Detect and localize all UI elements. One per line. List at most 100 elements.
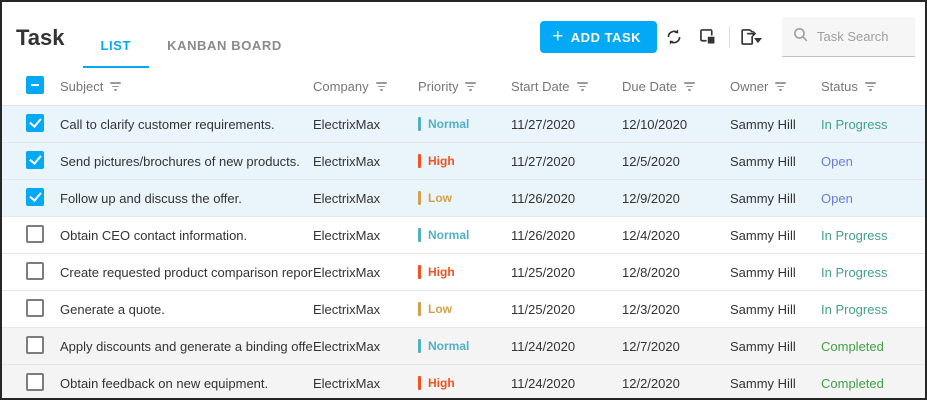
toolbar: Task LIST KANBAN BOARD + ADD TASK bbox=[2, 2, 925, 68]
table-row[interactable]: Obtain CEO contact information. Electrix… bbox=[2, 217, 925, 254]
cell-priority: Normal bbox=[418, 228, 511, 242]
refresh-button[interactable] bbox=[657, 20, 691, 54]
cell-owner: Sammy Hill bbox=[730, 227, 796, 243]
row-checkbox[interactable] bbox=[26, 335, 44, 354]
cell-start-date: 11/26/2020 bbox=[511, 190, 576, 206]
column-header-due-date[interactable]: Due Date bbox=[622, 79, 730, 94]
filter-icon[interactable] bbox=[864, 82, 876, 91]
column-header-company[interactable]: Company bbox=[313, 79, 418, 94]
column-header-start-date[interactable]: Start Date bbox=[511, 79, 622, 94]
cell-subject: Send pictures/brochures of new products. bbox=[60, 153, 300, 169]
column-chooser-button[interactable] bbox=[691, 20, 725, 54]
cell-subject: Follow up and discuss the offer. bbox=[60, 190, 242, 206]
cell-status: In Progress bbox=[821, 264, 888, 280]
row-checkbox[interactable] bbox=[26, 261, 44, 280]
cell-priority: Normal bbox=[418, 117, 511, 131]
row-checkbox-cell bbox=[16, 298, 60, 320]
row-checkbox-cell bbox=[16, 335, 60, 357]
cell-status: In Progress bbox=[821, 301, 888, 317]
table-body: Call to clarify customer requirements. E… bbox=[2, 106, 925, 398]
cell-subject: Obtain CEO contact information. bbox=[60, 227, 248, 243]
export-button[interactable] bbox=[734, 20, 768, 54]
row-checkbox[interactable] bbox=[26, 113, 44, 132]
priority-bar bbox=[418, 339, 421, 353]
row-checkbox[interactable] bbox=[26, 372, 44, 391]
plus-icon: + bbox=[552, 25, 564, 47]
cell-priority: Normal bbox=[418, 339, 511, 353]
cell-owner: Sammy Hill bbox=[730, 190, 796, 206]
column-header-subject[interactable]: Subject bbox=[60, 79, 313, 94]
row-checkbox-cell bbox=[16, 261, 60, 283]
table-row[interactable]: Create requested product comparison repo… bbox=[2, 254, 925, 291]
priority-label: High bbox=[428, 265, 455, 279]
cell-start-date: 11/24/2020 bbox=[511, 375, 576, 391]
row-checkbox[interactable] bbox=[26, 150, 44, 169]
row-checkbox-cell bbox=[16, 150, 60, 172]
tab-list[interactable]: LIST bbox=[82, 2, 150, 68]
column-header-status[interactable]: Status bbox=[821, 79, 925, 94]
priority-label: High bbox=[428, 376, 455, 390]
filter-icon[interactable] bbox=[375, 82, 387, 91]
select-all-cell bbox=[16, 76, 60, 97]
cell-subject: Call to clarify customer requirements. bbox=[60, 116, 275, 132]
cell-start-date: 11/25/2020 bbox=[511, 301, 576, 317]
table-row[interactable]: Apply discounts and generate a binding o… bbox=[2, 328, 925, 365]
search-icon bbox=[792, 26, 809, 48]
export-icon bbox=[738, 27, 758, 47]
filter-icon[interactable] bbox=[775, 82, 787, 91]
cell-start-date: 11/26/2020 bbox=[511, 227, 576, 243]
cell-due-date: 12/5/2020 bbox=[622, 153, 680, 169]
cell-owner: Sammy Hill bbox=[730, 338, 796, 354]
priority-label: Low bbox=[428, 191, 452, 205]
table-row[interactable]: Call to clarify customer requirements. E… bbox=[2, 106, 925, 143]
table-row[interactable]: Generate a quote. ElectrixMax Low 11/25/… bbox=[2, 291, 925, 328]
filter-icon[interactable] bbox=[465, 82, 477, 91]
page-title: Task bbox=[16, 25, 65, 50]
cell-start-date: 11/27/2020 bbox=[511, 153, 576, 169]
cell-company: ElectrixMax bbox=[313, 264, 381, 280]
caret-down-icon bbox=[754, 37, 762, 43]
column-label: Status bbox=[821, 79, 858, 94]
cell-due-date: 12/10/2020 bbox=[622, 116, 688, 132]
filter-icon[interactable] bbox=[683, 82, 695, 91]
refresh-icon bbox=[664, 27, 684, 47]
search-box[interactable] bbox=[782, 17, 915, 57]
cell-due-date: 12/9/2020 bbox=[622, 190, 680, 206]
cell-company: ElectrixMax bbox=[313, 301, 381, 317]
cell-owner: Sammy Hill bbox=[730, 264, 796, 280]
row-checkbox-cell bbox=[16, 372, 60, 394]
cell-company: ElectrixMax bbox=[313, 227, 381, 243]
tab-kanban-board[interactable]: KANBAN BOARD bbox=[167, 37, 282, 53]
priority-bar bbox=[418, 265, 421, 279]
row-checkbox-cell bbox=[16, 187, 60, 209]
priority-bar bbox=[418, 117, 421, 131]
cell-subject: Create requested product comparison repo… bbox=[60, 264, 313, 280]
column-header-owner[interactable]: Owner bbox=[730, 79, 821, 94]
priority-bar bbox=[418, 191, 421, 205]
column-header-priority[interactable]: Priority bbox=[418, 79, 511, 94]
row-checkbox[interactable] bbox=[26, 298, 44, 317]
priority-bar bbox=[418, 154, 421, 168]
priority-label: Normal bbox=[428, 339, 470, 353]
row-checkbox[interactable] bbox=[26, 224, 44, 243]
cell-priority: Low bbox=[418, 191, 511, 205]
filter-icon[interactable] bbox=[110, 82, 122, 91]
table-row[interactable]: Follow up and discuss the offer. Electri… bbox=[2, 180, 925, 217]
cell-company: ElectrixMax bbox=[313, 153, 381, 169]
cell-due-date: 12/4/2020 bbox=[622, 227, 680, 243]
cell-start-date: 11/27/2020 bbox=[511, 116, 576, 132]
table-row[interactable]: Obtain feedback on new equipment. Electr… bbox=[2, 365, 925, 398]
column-label: Owner bbox=[730, 79, 769, 94]
cell-company: ElectrixMax bbox=[313, 190, 381, 206]
cell-owner: Sammy Hill bbox=[730, 375, 796, 391]
row-checkbox[interactable] bbox=[26, 187, 44, 206]
priority-label: Low bbox=[428, 302, 452, 316]
search-input[interactable] bbox=[817, 29, 907, 44]
select-all-checkbox[interactable] bbox=[26, 76, 44, 94]
table-row[interactable]: Send pictures/brochures of new products.… bbox=[2, 143, 925, 180]
priority-bar bbox=[418, 302, 421, 316]
priority-label: Normal bbox=[428, 228, 470, 242]
filter-icon[interactable] bbox=[576, 82, 588, 91]
add-task-button[interactable]: + ADD TASK bbox=[540, 21, 657, 53]
